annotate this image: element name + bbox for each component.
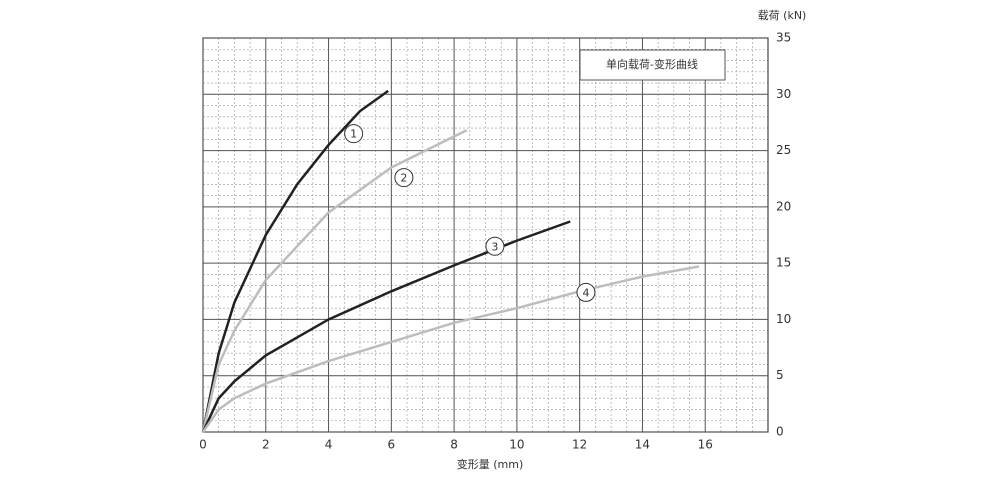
series-line [201, 89, 389, 433]
series-label: 2 [400, 172, 407, 185]
y-tick-label: 35 [776, 31, 791, 45]
x-tick-label: 0 [199, 438, 207, 452]
x-tick-label: 4 [325, 438, 333, 452]
x-tick-label: 14 [635, 438, 650, 452]
series-label-circle [485, 236, 505, 256]
y-tick-label: 25 [776, 143, 791, 157]
series-line [201, 265, 700, 433]
series-label: 4 [582, 286, 589, 299]
x-tick-label: 2 [262, 438, 270, 452]
x-tick-label: 8 [450, 438, 458, 452]
x-tick-label: 12 [572, 438, 587, 452]
x-tick-label: 16 [698, 438, 713, 452]
series-label-circle [576, 282, 596, 302]
y-tick-label: 20 [776, 199, 791, 213]
series-label-circle [394, 168, 414, 188]
y-tick-label: 10 [776, 312, 791, 326]
chart-title: 单向载荷-变形曲线 [606, 57, 698, 71]
y-tick-label: 5 [776, 368, 784, 382]
series-label: 1 [350, 128, 357, 141]
series-line [201, 129, 468, 433]
series-label-circle [344, 124, 364, 144]
x-axis-label: 变形量 (mm) [457, 457, 524, 471]
y-axis-label: 载荷 (kN) [758, 9, 807, 22]
title-box [579, 49, 726, 81]
series-label: 3 [491, 240, 498, 253]
y-tick-label: 15 [776, 256, 791, 270]
x-tick-label: 6 [388, 438, 396, 452]
x-tick-label: 10 [509, 438, 524, 452]
y-tick-label: 0 [776, 425, 784, 439]
y-tick-label: 30 [776, 87, 791, 101]
